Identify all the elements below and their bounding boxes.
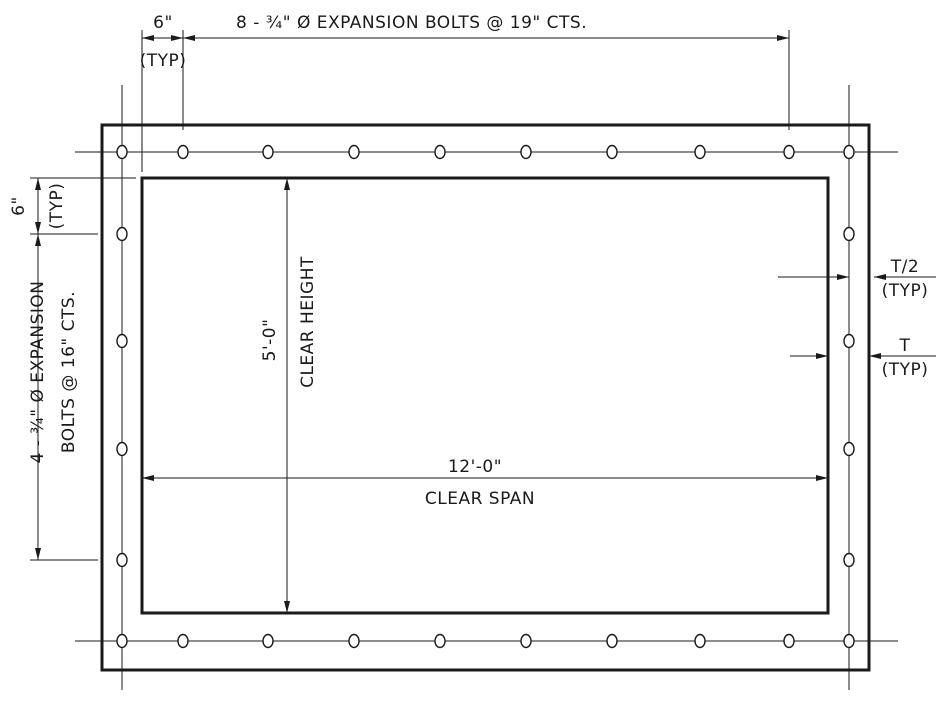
bolt-icon bbox=[116, 333, 128, 349]
bolt-icon bbox=[606, 144, 618, 160]
left-edge-spacing-note: (TYP) bbox=[47, 183, 67, 230]
thickness-note: (TYP) bbox=[882, 360, 929, 380]
bolt-icon bbox=[520, 633, 532, 649]
bolt-icon bbox=[606, 633, 618, 649]
clear-opening bbox=[140, 176, 830, 615]
top-edge-spacing: 6" bbox=[153, 13, 173, 33]
top-edge-spacing-note: (TYP) bbox=[140, 51, 187, 71]
bolt-icon bbox=[694, 633, 706, 649]
clear-span-dimension bbox=[142, 475, 828, 481]
bolt-icon bbox=[116, 144, 128, 160]
bolt-icon bbox=[116, 552, 128, 568]
bolt-icon bbox=[116, 226, 128, 242]
bolt-icon bbox=[116, 441, 128, 457]
bolt-icon bbox=[177, 633, 189, 649]
bolt-icon bbox=[348, 633, 360, 649]
bolt-centerlines bbox=[75, 85, 898, 690]
bolt-icon bbox=[843, 441, 855, 457]
left-bolts-note-line1: 4 - ¾" Ø EXPANSION bbox=[28, 280, 48, 463]
expansion-bolts bbox=[116, 144, 855, 649]
bolt-icon bbox=[843, 552, 855, 568]
top-dimension-chain bbox=[141, 30, 790, 172]
top-bolts-note: 8 - ¾" Ø EXPANSION BOLTS @ 19" CTS. bbox=[236, 13, 587, 33]
bolt-icon bbox=[783, 633, 795, 649]
bolt-icon bbox=[843, 333, 855, 349]
bolt-icon bbox=[434, 144, 446, 160]
bolt-icon bbox=[843, 633, 855, 649]
clear-height-dimension bbox=[284, 178, 290, 613]
bolt-icon bbox=[694, 144, 706, 160]
bolt-icon bbox=[177, 144, 189, 160]
bolt-icon bbox=[434, 633, 446, 649]
clear-span-value: 12'-0" bbox=[448, 457, 502, 477]
bolt-icon bbox=[348, 144, 360, 160]
bolt-icon bbox=[116, 633, 128, 649]
left-dimension-chain bbox=[30, 177, 136, 561]
right-thickness-indicators bbox=[778, 274, 936, 359]
outer-frame bbox=[100, 123, 871, 672]
clear-height-value: 5'-0" bbox=[260, 319, 280, 362]
bolt-icon bbox=[843, 226, 855, 242]
clear-height-label: CLEAR HEIGHT bbox=[298, 256, 318, 388]
clear-span-label: CLEAR SPAN bbox=[425, 489, 535, 509]
half-thickness-note: (TYP) bbox=[882, 281, 929, 301]
left-edge-spacing: 6" bbox=[9, 196, 29, 216]
bolt-icon bbox=[262, 633, 274, 649]
bolt-icon bbox=[520, 144, 532, 160]
bolt-icon bbox=[843, 144, 855, 160]
bolt-icon bbox=[783, 144, 795, 160]
half-thickness-label: T/2 bbox=[890, 257, 919, 277]
bolt-icon bbox=[262, 144, 274, 160]
thickness-label: T bbox=[899, 336, 911, 356]
left-bolts-note-line2: BOLTS @ 16" CTS. bbox=[59, 291, 79, 453]
